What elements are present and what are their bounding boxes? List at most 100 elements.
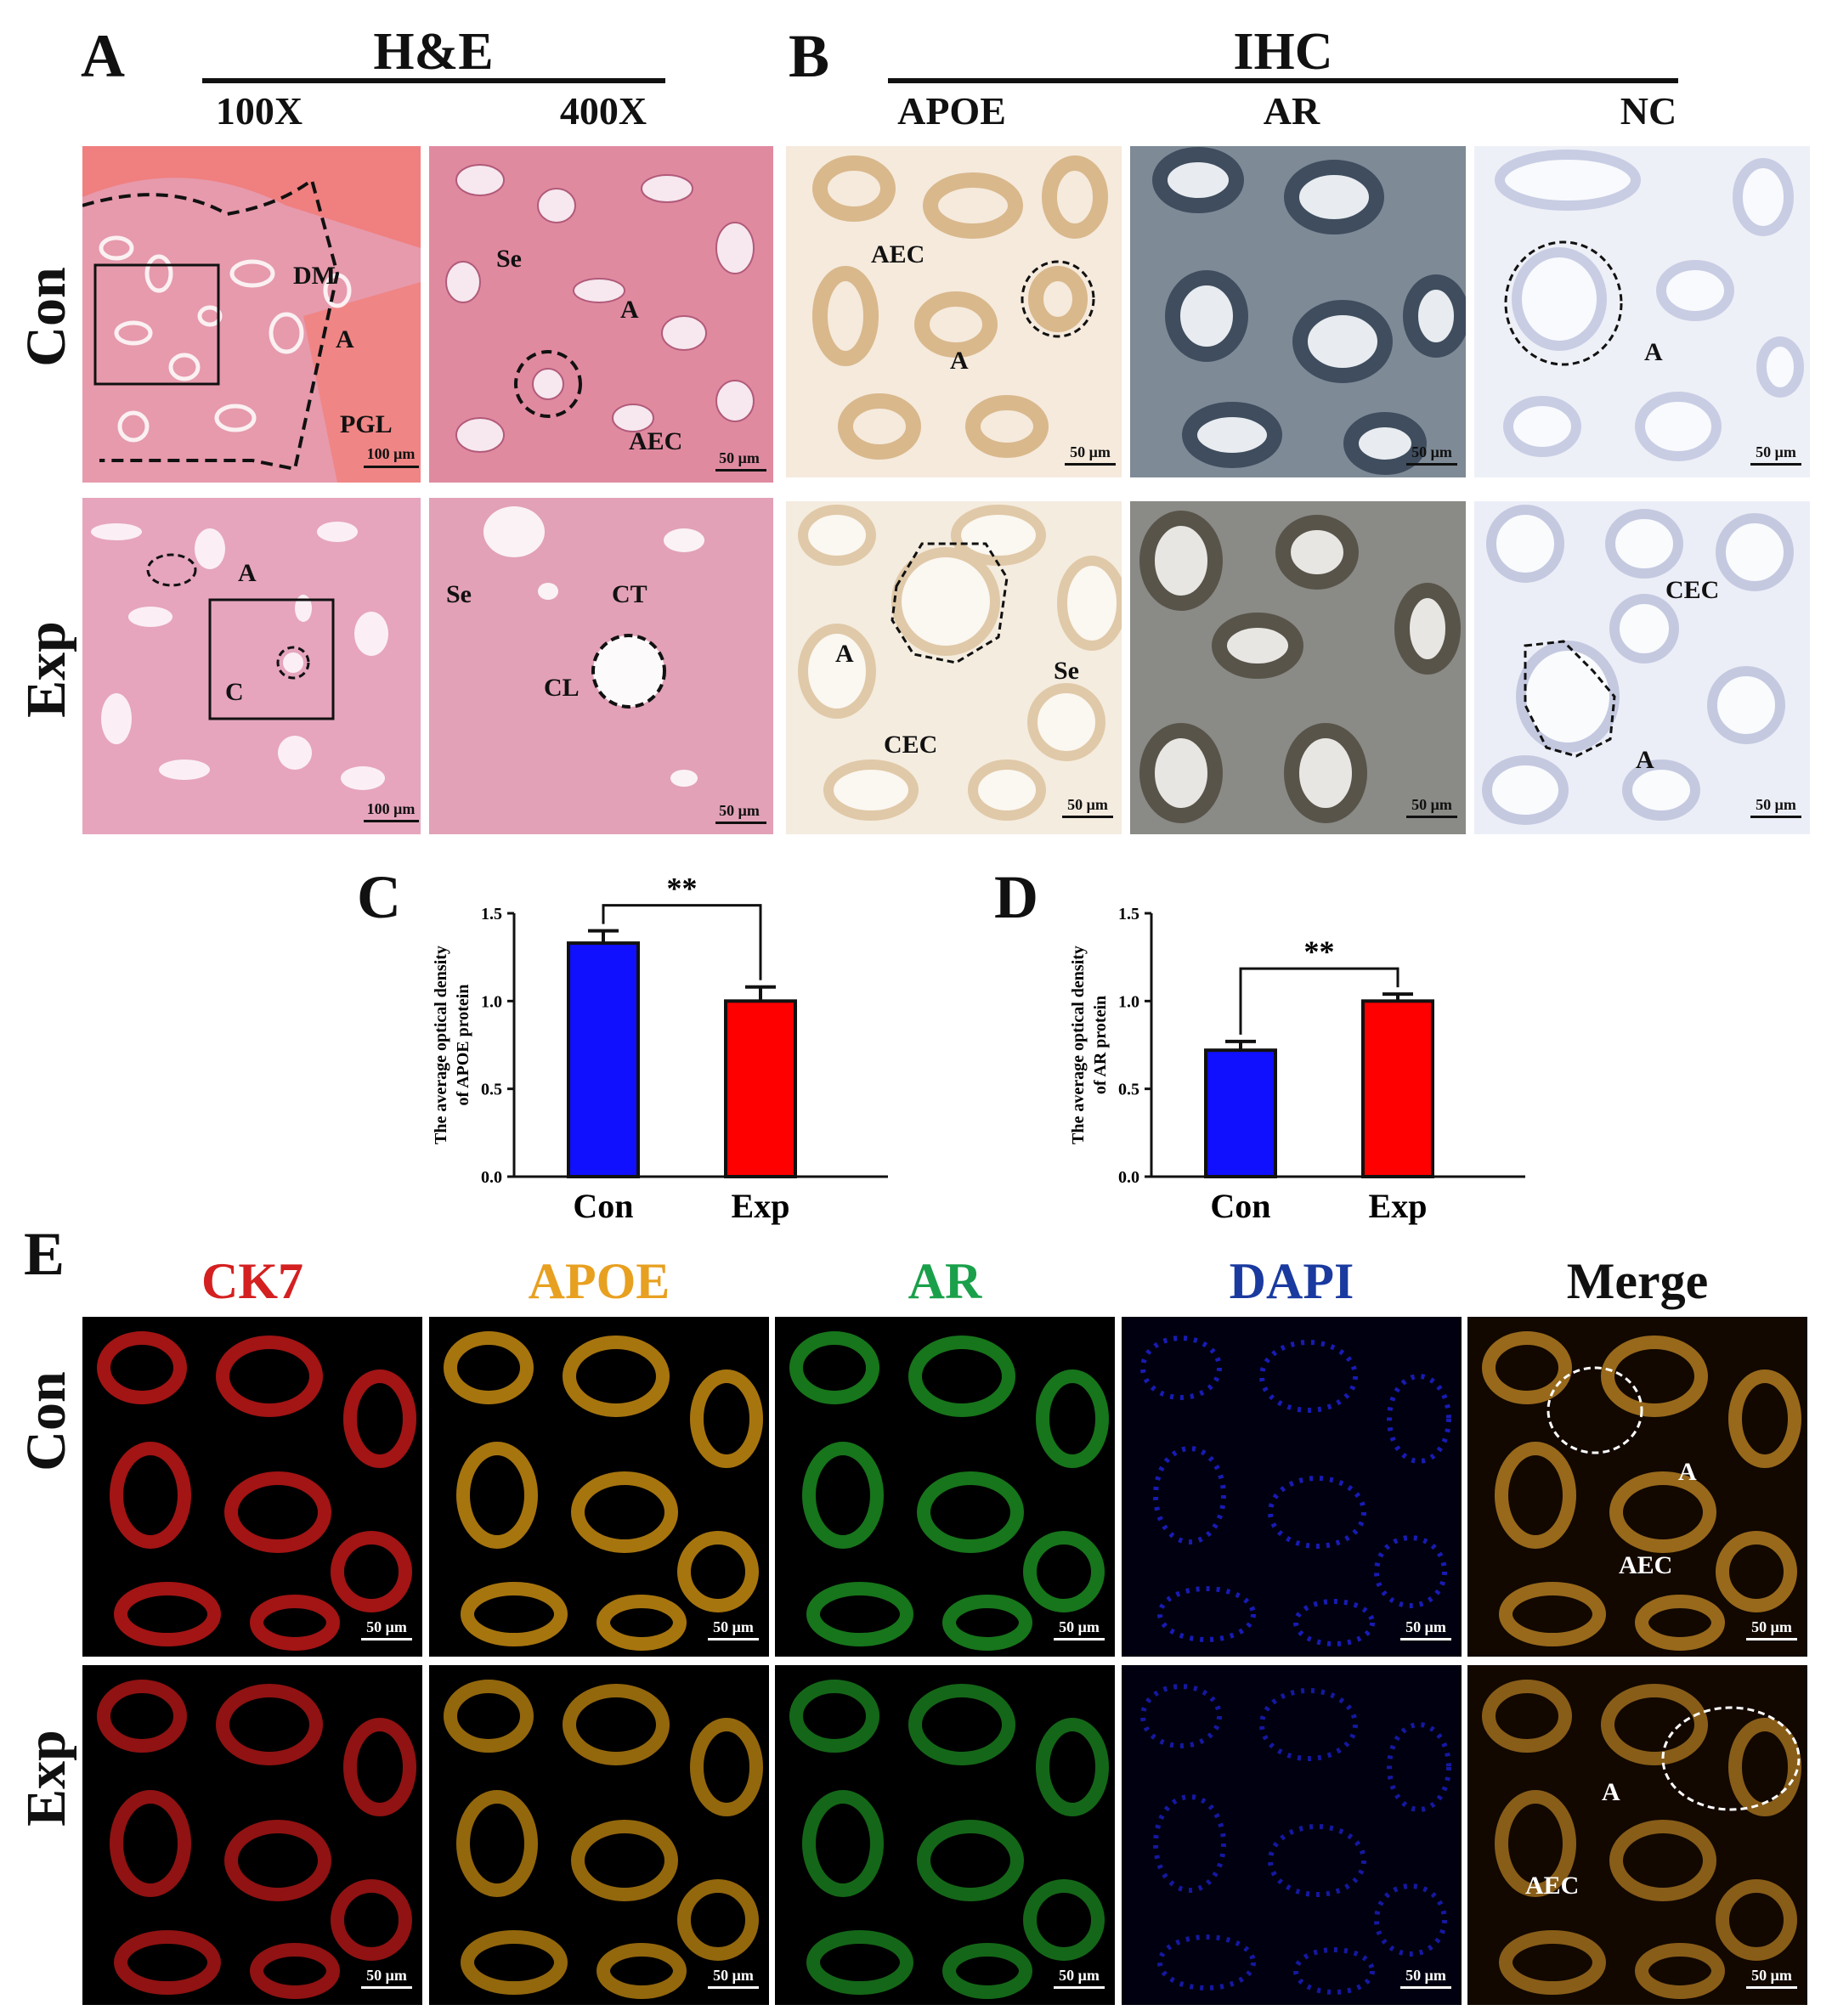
if-merge-con-label-a: A — [1678, 1458, 1697, 1486]
he-exp-100x-label-a: A — [238, 559, 257, 587]
ihc-exp-apoe-label-se: Se — [1054, 657, 1079, 685]
chart-ar-ytick-label-2: 1.0 — [1118, 992, 1139, 1011]
he-rule — [202, 78, 665, 83]
chart-ar-ylabel: The average optical density of AR protein — [1069, 946, 1110, 1144]
if-con-apoe-image — [429, 1317, 769, 1657]
he-con-100x-label-dm: DM — [293, 262, 336, 290]
ihc-exp-ar-image — [1130, 501, 1466, 834]
chart-ar-ytick-label-0: 0.0 — [1118, 1168, 1139, 1187]
chart-ar-ytick-label-1: 0.5 — [1118, 1081, 1139, 1099]
if-exp-ar-scale: 50 μm — [1059, 1967, 1100, 1984]
ihc-exp-nc-label-cec: CEC — [1665, 576, 1720, 604]
chart-apoe-ytick-label-2: 1.0 — [481, 992, 502, 1011]
chart-ar-ytick-label-3: 1.5 — [1118, 905, 1139, 923]
he-col-100x: 100X — [215, 89, 303, 133]
if-row-label-exp: Exp — [15, 1730, 77, 1827]
if-channel-header-4: Merge — [1566, 1253, 1709, 1309]
ihc-con-apoe-scale: 50 μm — [1070, 443, 1111, 460]
he-con-100x-image — [82, 146, 421, 483]
ihc-con-ar-scalebar — [1406, 463, 1457, 466]
he-exp-100x-scale: 100 μm — [366, 800, 416, 817]
chart-apoe-xlabel-1: Exp — [732, 1187, 790, 1225]
if-con-dapi-image — [1122, 1317, 1462, 1657]
if-con-apoe-scalebar — [708, 1638, 759, 1640]
if-exp-apoe-image — [429, 1665, 769, 2005]
he-con-100x-label-a: A — [336, 325, 354, 353]
if-con-apoe-scale: 50 μm — [713, 1618, 754, 1635]
chart-apoe-ytick-label-0: 0.0 — [481, 1168, 502, 1187]
he-exp-400x-label-cl: CL — [544, 674, 580, 702]
chart-apoe-ytick-label-3: 1.5 — [481, 905, 502, 923]
ihc-col-ar: AR — [1263, 89, 1320, 133]
he-con-400x-label-aec: AEC — [629, 427, 683, 455]
ihc-title: IHC — [1233, 23, 1333, 81]
if-exp-apoe-scalebar — [708, 1986, 759, 1989]
chart-apoe-bar-1 — [724, 999, 797, 1178]
he-exp-400x-scalebar — [715, 822, 766, 824]
chart-ar-bar-1 — [1361, 999, 1434, 1178]
ihc-con-apoe-label-aec: AEC — [871, 240, 925, 268]
ihc-con-apoe-image — [786, 146, 1122, 477]
ihc-exp-apoe-label-cec: CEC — [884, 731, 938, 759]
ihc-con-nc-scale: 50 μm — [1756, 443, 1796, 460]
if-channel-header-1: APOE — [528, 1253, 670, 1309]
he-col-400x: 400X — [559, 89, 647, 133]
ihc-col-nc: NC — [1620, 89, 1677, 133]
row-label-exp: Exp — [15, 621, 77, 718]
he-title: H&E — [373, 23, 494, 81]
he-con-400x-image — [429, 146, 773, 483]
he-con-100x-label-pgl: PGL — [340, 410, 393, 438]
ihc-exp-apoe-scalebar — [1062, 816, 1113, 818]
chart-ar-significance-label: ** — [1304, 935, 1335, 968]
if-exp-dapi-image — [1122, 1665, 1462, 2005]
chart-ar-xlabel-1: Exp — [1369, 1187, 1428, 1225]
he-con-100x-scale: 100 μm — [366, 445, 416, 462]
ihc-col-apoe: APOE — [897, 89, 1006, 133]
chart-ar-significance-bracket — [1239, 967, 1399, 1035]
ihc-con-nc-image — [1474, 146, 1810, 477]
if-merge-con-label-aec: AEC — [1619, 1551, 1673, 1579]
chart-ar-bar-0 — [1204, 1048, 1277, 1178]
if-con-dapi-scalebar — [1400, 1638, 1451, 1640]
if-exp-ck7-scale: 50 μm — [366, 1967, 407, 1984]
if-merge-exp-label-a: A — [1602, 1778, 1620, 1806]
he-exp-400x-scale: 50 μm — [719, 802, 760, 819]
chart-apoe-ylabel: The average optical density of APOE prote… — [432, 946, 472, 1144]
if-con-ar-scalebar — [1054, 1638, 1105, 1640]
ihc-exp-ar-scale: 50 μm — [1411, 796, 1452, 813]
if-con-merge-scalebar — [1746, 1638, 1797, 1640]
he-exp-100x-scalebar — [364, 820, 419, 822]
he-con-400x-scale: 50 μm — [719, 449, 760, 466]
he-exp-100x-image — [82, 498, 421, 834]
chart-apoe-ytick-label-1: 0.5 — [481, 1081, 502, 1099]
chart-ar-xlabel-0: Con — [1210, 1187, 1270, 1225]
row-label-con: Con — [15, 267, 77, 367]
if-exp-dapi-scale: 50 μm — [1405, 1967, 1446, 1984]
chart-apoe-xlabel-0: Con — [573, 1187, 633, 1225]
if-exp-merge-image — [1467, 1665, 1807, 2005]
if-con-dapi-scale: 50 μm — [1405, 1618, 1446, 1635]
if-exp-ck7-scalebar — [361, 1986, 412, 1989]
chart-ar: 0.0 0.5 1.0 1.5 The average optical density o… — [1069, 905, 1525, 1225]
he-con-100x-scalebar — [364, 466, 419, 468]
if-con-ar-image — [775, 1317, 1115, 1657]
ihc-exp-nc-scale: 50 μm — [1756, 796, 1796, 813]
he-exp-400x-label-ct: CT — [612, 580, 647, 608]
panel-label-e: E — [24, 1220, 65, 1288]
chart-apoe-significance-label: ** — [667, 872, 698, 906]
if-con-merge-image — [1467, 1317, 1807, 1657]
he-exp-100x-label-c: C — [225, 678, 244, 706]
ihc-con-apoe-scalebar — [1065, 463, 1116, 466]
if-exp-merge-scale: 50 μm — [1751, 1967, 1792, 1984]
if-exp-dapi-scalebar — [1400, 1986, 1451, 1989]
if-exp-ar-image — [775, 1665, 1115, 2005]
if-merge-exp-label-aec: AEC — [1525, 1872, 1580, 1900]
panel-label-c: C — [357, 863, 401, 931]
if-exp-ck7-image — [82, 1665, 422, 2005]
he-con-400x-scalebar — [715, 469, 766, 472]
ihc-exp-apoe-label-a: A — [835, 640, 854, 668]
if-exp-ar-scalebar — [1054, 1986, 1105, 1989]
if-channel-header-0: CK7 — [201, 1253, 303, 1309]
if-channel-header-3: DAPI — [1229, 1253, 1354, 1309]
ihc-con-ar-scale: 50 μm — [1411, 443, 1452, 460]
